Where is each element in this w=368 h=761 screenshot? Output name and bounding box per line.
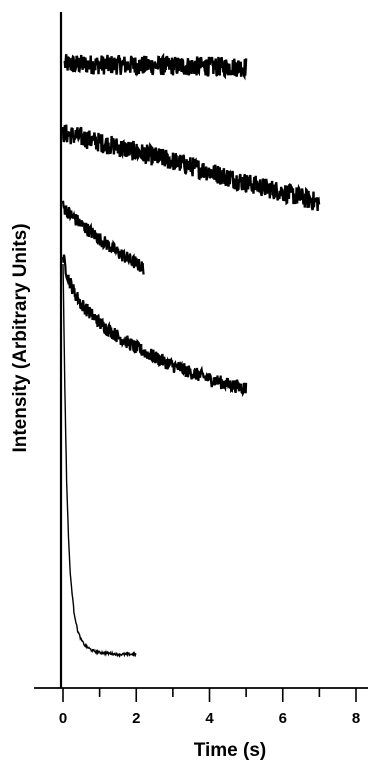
decay-trace-2 — [61, 124, 321, 212]
decay-trace-3 — [61, 200, 145, 275]
x-tick-labels: 0 2 4 6 8 — [59, 710, 360, 727]
decay-trace-4 — [61, 254, 248, 398]
y-axis-title: Intensity (Arbitrary Units) — [10, 223, 31, 452]
x-tick-label: 6 — [279, 710, 287, 727]
x-tick-label: 2 — [132, 710, 140, 727]
x-tick-label: 4 — [205, 710, 214, 727]
decay-trace-5 — [62, 263, 137, 659]
x-tick-label: 8 — [352, 710, 360, 727]
decay-trace-1 — [63, 52, 248, 81]
x-tick-label: 0 — [59, 710, 67, 727]
decay-traces — [61, 52, 321, 659]
x-axis-title: Time (s) — [194, 740, 267, 761]
x-ticks — [62, 688, 357, 702]
axes — [34, 12, 368, 689]
